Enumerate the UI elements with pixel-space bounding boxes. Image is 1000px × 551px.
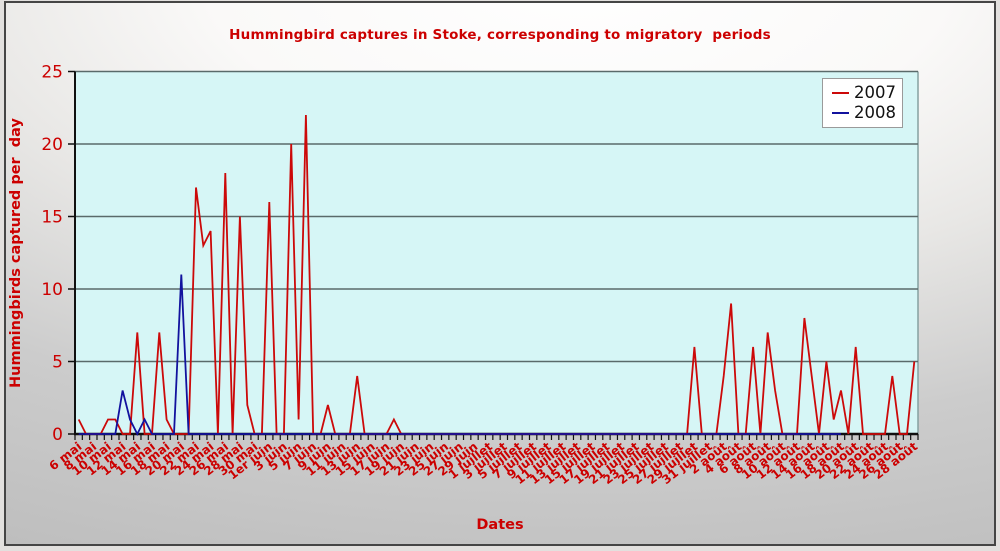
legend-entry-2008: 2008	[832, 103, 902, 122]
legend: 2007 2008	[822, 78, 903, 128]
y-tick-label-10: 10	[41, 280, 63, 300]
y-tick-label-15: 15	[41, 208, 63, 228]
legend-label-2007: 2007	[854, 82, 896, 102]
legend-line-swatch-2008	[832, 111, 849, 115]
legend-entry-2007: 2007	[832, 82, 902, 102]
chart-title: Hummingbird captures in Stoke, correspon…	[229, 27, 771, 43]
series-line-2008	[78, 274, 841, 437]
y-tick-label-20: 20	[41, 135, 63, 155]
y-tick-label-5: 5	[52, 353, 63, 373]
legend-line-swatch-2007	[832, 91, 849, 95]
y-tick-label-0: 0	[52, 425, 63, 445]
x-axis-title: Dates	[476, 517, 524, 533]
plot-background	[75, 71, 918, 434]
legend-label-2008: 2008	[854, 103, 896, 122]
y-tick-label-25: 25	[41, 63, 63, 83]
